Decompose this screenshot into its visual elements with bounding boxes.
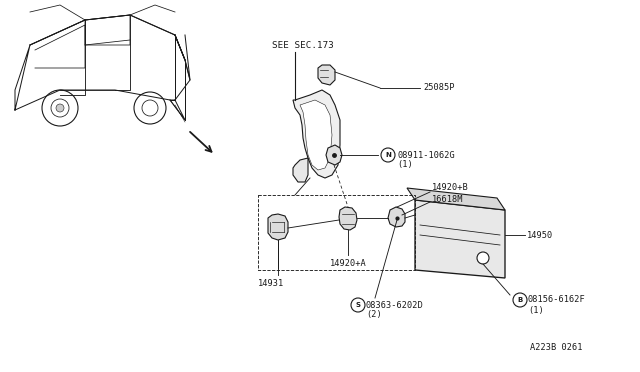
Circle shape [513, 293, 527, 307]
Text: 08363-6202D: 08363-6202D [366, 301, 424, 310]
Polygon shape [318, 65, 335, 85]
Circle shape [42, 90, 78, 126]
Polygon shape [268, 214, 288, 240]
Text: 16618M: 16618M [432, 196, 463, 205]
Polygon shape [293, 90, 340, 178]
Polygon shape [388, 207, 405, 227]
Text: A223B 0261: A223B 0261 [530, 343, 582, 353]
Circle shape [477, 252, 489, 264]
Text: (1): (1) [397, 160, 413, 170]
Polygon shape [326, 145, 342, 165]
Text: 14931: 14931 [258, 279, 284, 288]
Circle shape [134, 92, 166, 124]
Text: SEE SEC.173: SEE SEC.173 [272, 41, 334, 49]
Text: 14950: 14950 [527, 231, 553, 240]
Polygon shape [415, 200, 505, 278]
Polygon shape [293, 158, 308, 182]
Text: N: N [385, 152, 391, 158]
Text: 14920+B: 14920+B [432, 183, 468, 192]
Polygon shape [300, 100, 332, 170]
Text: S: S [355, 302, 360, 308]
Circle shape [56, 104, 64, 112]
Text: (2): (2) [366, 311, 381, 320]
Text: 08911-1062G: 08911-1062G [397, 151, 455, 160]
Circle shape [381, 148, 395, 162]
Polygon shape [339, 207, 357, 230]
Circle shape [51, 99, 69, 117]
Text: 14920+A: 14920+A [330, 259, 367, 267]
Text: B: B [517, 297, 523, 303]
Polygon shape [407, 188, 505, 210]
Text: (1): (1) [528, 305, 544, 314]
Text: 08156-6162F: 08156-6162F [528, 295, 586, 305]
Circle shape [142, 100, 158, 116]
Text: 25085P: 25085P [423, 83, 454, 93]
Circle shape [351, 298, 365, 312]
